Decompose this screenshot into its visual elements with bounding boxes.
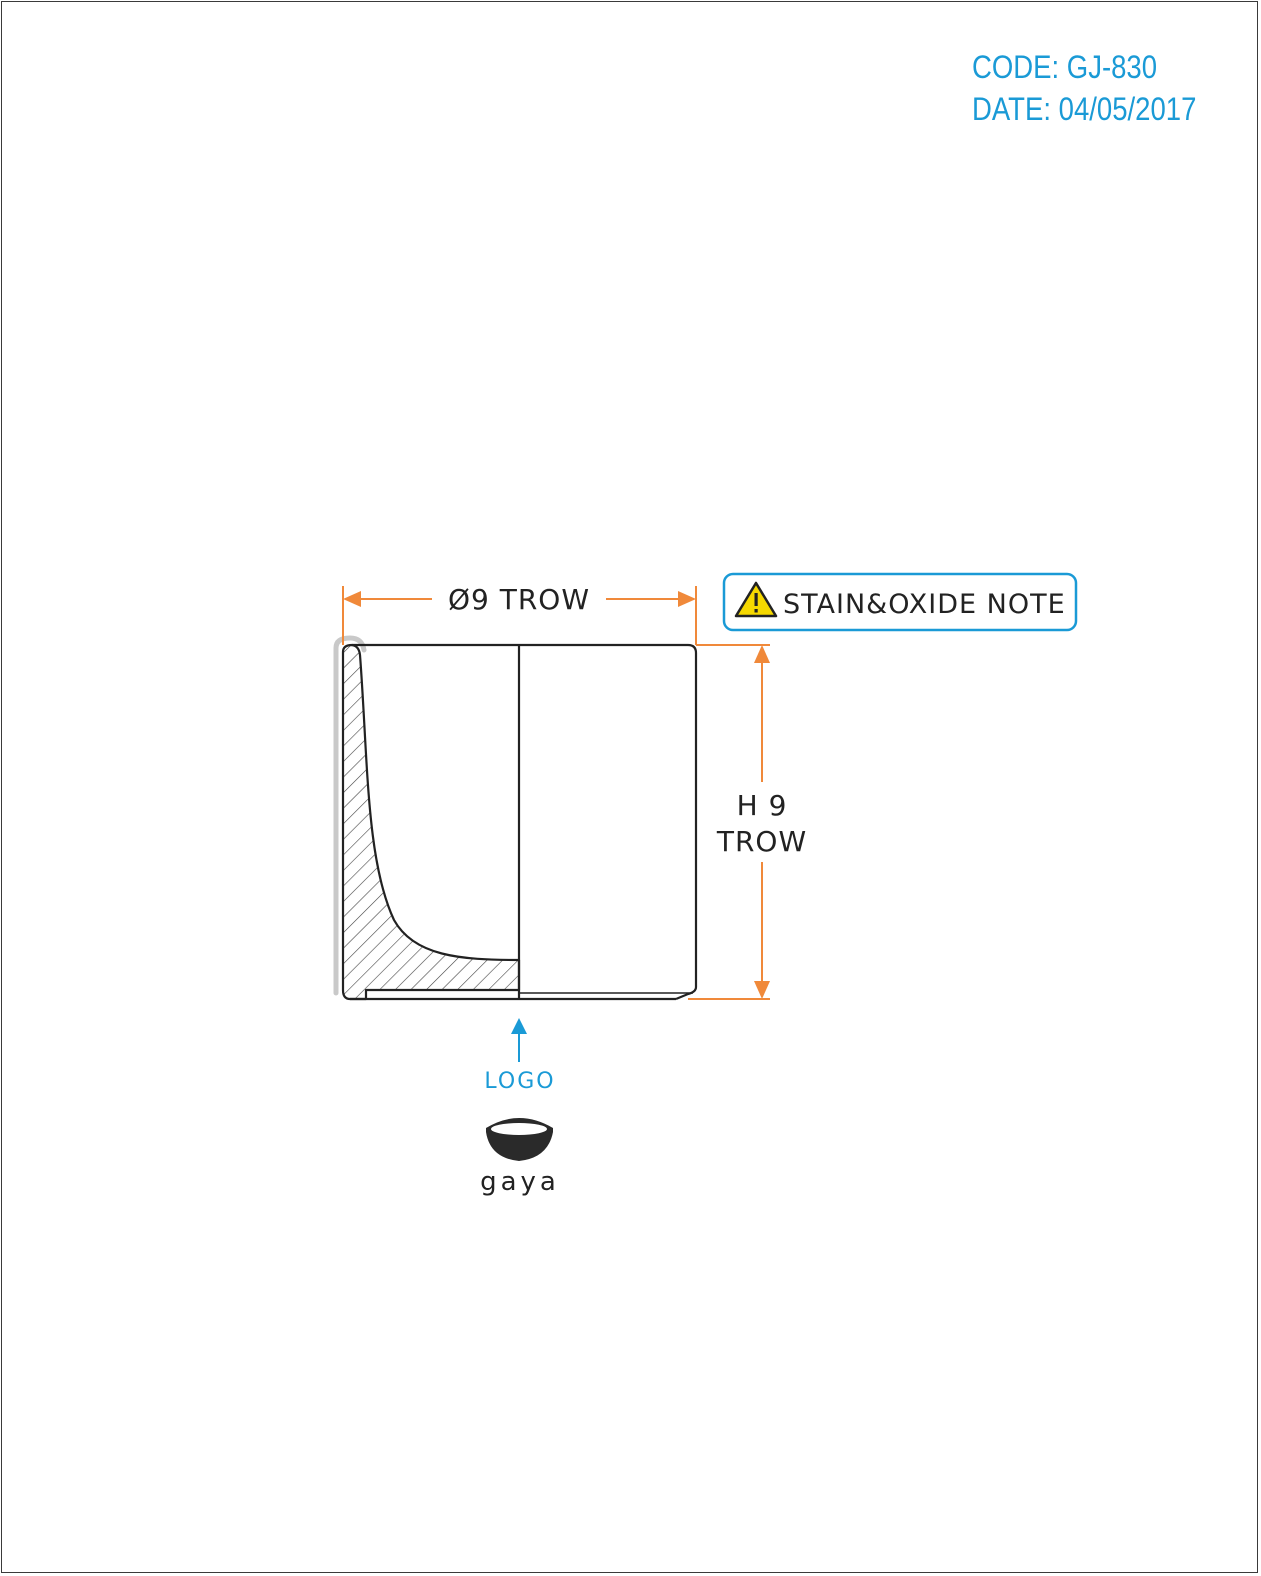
diameter-label: Ø9 TROW <box>448 583 590 616</box>
height-dimension: H 9 TROW <box>688 644 807 1000</box>
logo-label: LOGO <box>484 1069 555 1094</box>
stain-oxide-note: STAIN&OXIDE NOTE <box>722 572 1078 632</box>
wall-section-hatch <box>341 643 521 1001</box>
height-label-line1: H 9 <box>737 789 788 822</box>
warning-icon <box>734 581 778 618</box>
logo-callout: LOGO <box>484 1018 555 1094</box>
cup-outline <box>350 643 698 1001</box>
product-code: CODE: GJ-830 <box>972 49 1158 85</box>
up-arrow-icon <box>511 1018 527 1034</box>
gaya-bowl-logo-icon <box>486 1118 553 1161</box>
title-block: CODE: GJ-830 DATE: 04/05/2017 <box>972 46 1196 130</box>
diameter-dimension: Ø9 TROW <box>342 583 697 645</box>
drawing-date: DATE: 04/05/2017 <box>972 91 1197 127</box>
brand-name: gaya <box>480 1167 560 1197</box>
height-label-line2: TROW <box>716 825 807 858</box>
glaze-line <box>333 635 367 996</box>
note-label: STAIN&OXIDE NOTE <box>783 589 1066 620</box>
